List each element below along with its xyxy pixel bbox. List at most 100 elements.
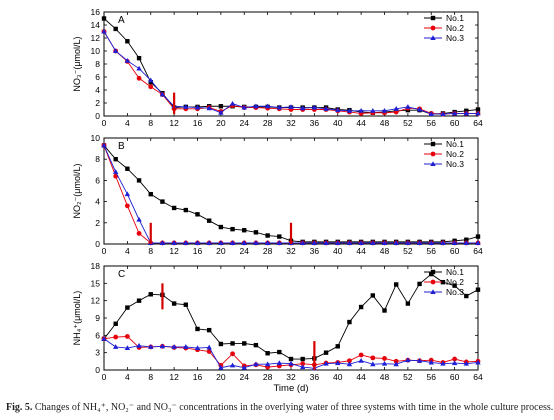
y-tick-label-a: 4 — [95, 85, 100, 95]
x-tick-label-c: 44 — [356, 372, 366, 382]
x-tick-label-a: 16 — [193, 118, 203, 128]
data-point-c-no3 — [124, 345, 131, 351]
data-point-c-no1 — [113, 321, 118, 326]
y-tick-label-c: 9 — [95, 313, 100, 323]
data-point-a-no3 — [393, 106, 399, 111]
data-point-a-no1 — [101, 16, 107, 21]
x-tick-label-c: 32 — [286, 372, 296, 382]
data-point-a-no3 — [136, 65, 142, 71]
data-point-b-no3 — [323, 240, 329, 245]
data-point-c-no2 — [358, 352, 364, 358]
series-line-a-no3 — [103, 31, 478, 115]
data-point-c-no1 — [148, 292, 153, 297]
data-point-b-no3 — [299, 240, 306, 245]
data-point-c-no3 — [405, 357, 411, 363]
data-point-a-no3 — [101, 28, 107, 34]
data-point-c-no3 — [136, 342, 142, 348]
data-point-c-no1 — [195, 326, 200, 332]
data-point-b-no3 — [171, 240, 177, 245]
data-point-c-no1 — [452, 283, 457, 288]
x-tick-label-c: 52 — [403, 372, 413, 382]
x-tick-label-b: 48 — [380, 246, 390, 256]
x-tick-label-b: 52 — [403, 246, 413, 256]
x-tick-label-b: 60 — [450, 246, 460, 256]
legend-label-a-no1: No.1 — [446, 13, 464, 23]
data-point-b-no1 — [277, 234, 282, 239]
data-point-a-no1 — [125, 39, 130, 44]
data-point-c-no3 — [264, 361, 271, 367]
data-point-c-no3 — [428, 359, 434, 365]
data-point-b-no1 — [242, 228, 247, 233]
data-point-c-no1 — [171, 301, 177, 306]
data-point-b-no3 — [101, 142, 107, 148]
data-point-c-no2 — [124, 334, 130, 339]
data-point-c-no3 — [416, 357, 423, 363]
y-tick-label-b: 4 — [95, 197, 100, 207]
data-point-b-no1 — [160, 199, 165, 204]
data-point-c-no2 — [300, 361, 306, 367]
y-tick-label-a: 10 — [91, 46, 101, 56]
data-point-c-no2 — [347, 358, 352, 364]
data-point-c-no3 — [194, 345, 201, 351]
data-point-c-no1 — [335, 344, 340, 349]
x-tick-label-c: 60 — [450, 372, 460, 382]
data-point-b-no1 — [253, 230, 259, 235]
data-point-a-no3 — [311, 104, 318, 110]
y-tick-label-c: 6 — [95, 330, 100, 340]
data-point-a-no3 — [451, 110, 458, 116]
data-point-c-no2 — [113, 334, 119, 340]
caption-label: Fig. 5. — [6, 402, 33, 413]
x-tick-label-a: 56 — [427, 118, 437, 128]
figure-caption: Fig. 5. Changes of NH₄⁺, NO₂⁻ and NO₃⁻ c… — [6, 402, 553, 413]
x-tick-label-b: 24 — [240, 246, 250, 256]
x-tick-label-c: 4 — [125, 372, 130, 382]
data-point-c-no1 — [242, 341, 247, 346]
data-point-b-no1 — [171, 205, 177, 211]
data-point-a-no3 — [323, 106, 329, 111]
data-point-b-no3 — [335, 240, 341, 245]
y-axis-label-b: NO₂⁻(μmol/L) — [72, 164, 82, 219]
data-point-c-no3 — [463, 360, 470, 366]
panel-c: 0 4 8 12 16 20 24 28 32 36 40 44 48 52 56 60 64036912151… — [72, 261, 483, 394]
legend-label-b-no3: No.3 — [446, 159, 464, 169]
data-point-c-no3 — [229, 362, 236, 368]
y-tick-label-a: 12 — [91, 33, 101, 43]
x-tick-label-c: 16 — [193, 372, 203, 382]
legend-label-c-no1: No.1 — [446, 267, 464, 277]
data-point-a-no3 — [241, 104, 247, 110]
legend-label-c-no2: No.2 — [446, 277, 464, 287]
legend-symbol-b-no2 — [430, 151, 436, 157]
data-point-b-no3 — [253, 240, 259, 245]
data-point-a-no3 — [124, 57, 131, 63]
data-point-c-no1 — [125, 305, 130, 310]
data-point-b-no3 — [475, 240, 481, 245]
data-point-a-no2 — [148, 84, 154, 90]
panel-label-c: C — [118, 269, 125, 280]
data-point-b-no1 — [125, 166, 130, 171]
legend-label-b-no1: No.1 — [446, 139, 464, 149]
x-tick-label-b: 4 — [125, 246, 130, 256]
legend-symbol-b-no3 — [430, 161, 436, 166]
data-point-c-no2 — [382, 356, 387, 361]
data-point-c-no2 — [452, 356, 458, 362]
series-line-a-no1 — [103, 18, 479, 115]
x-tick-label-c: 20 — [216, 372, 226, 382]
x-tick-label-b: 20 — [216, 246, 226, 256]
panel-label-a: A — [118, 15, 125, 26]
x-tick-label-a: 52 — [403, 118, 413, 128]
data-point-c-no1 — [405, 301, 411, 306]
y-tick-label-c: 15 — [91, 278, 101, 288]
x-tick-label-b: 12 — [169, 246, 179, 256]
x-tick-label-c: 48 — [380, 372, 390, 382]
x-tick-label-c: 36 — [310, 372, 320, 382]
y-tick-label-a: 16 — [91, 7, 101, 17]
data-point-b-no3 — [428, 240, 434, 245]
data-point-b-no3 — [112, 169, 119, 174]
x-tick-label-a: 0 — [102, 118, 107, 128]
data-point-c-no1 — [253, 342, 259, 348]
data-point-c-no3 — [276, 360, 283, 366]
data-point-c-no1 — [358, 304, 364, 310]
plot-frame-a — [103, 11, 479, 117]
x-tick-label-a: 8 — [148, 118, 153, 128]
data-point-c-no3 — [253, 361, 259, 367]
